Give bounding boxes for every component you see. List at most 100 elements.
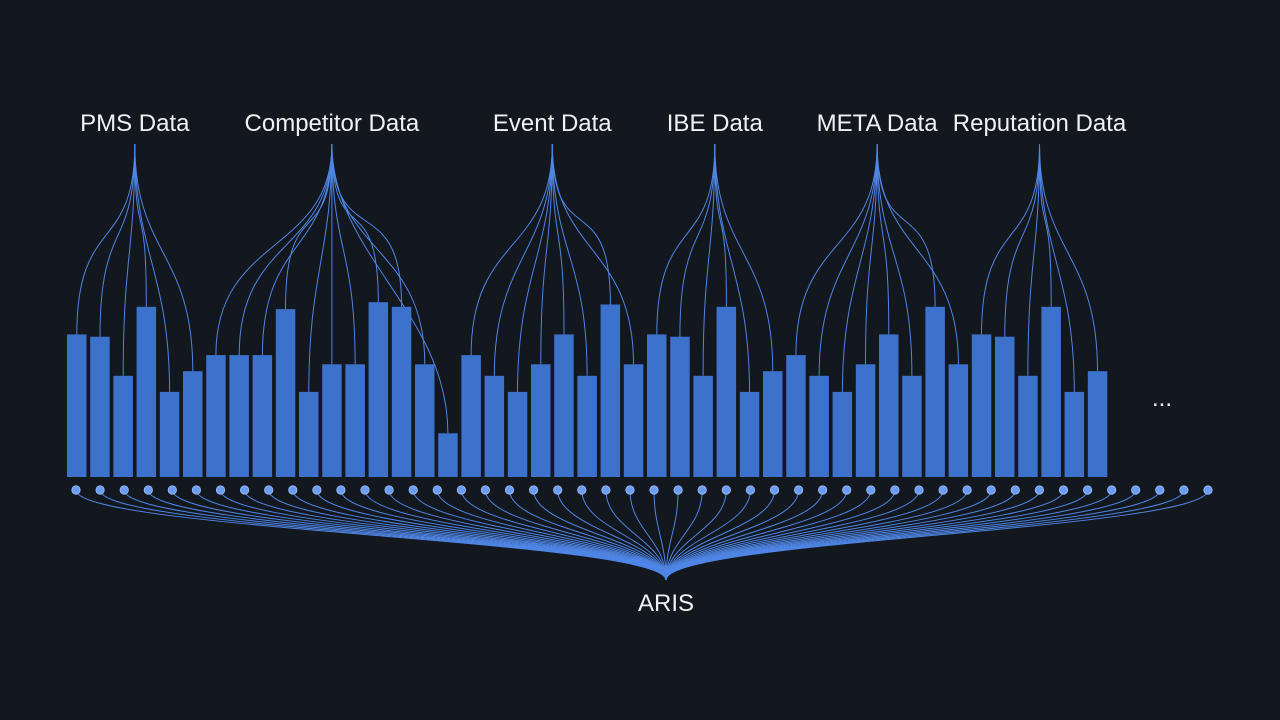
source-connector (134, 143, 194, 372)
source-label: IBE Data (667, 110, 764, 137)
source-label: META Data (817, 110, 939, 137)
bar (786, 355, 806, 477)
node-dot (745, 485, 756, 495)
bar (1087, 371, 1108, 477)
bar (461, 355, 481, 477)
source-connector (679, 143, 716, 337)
aris-connector (629, 489, 667, 581)
bar (623, 364, 644, 477)
bar (183, 371, 203, 477)
bar (716, 306, 737, 477)
source-connector (122, 143, 136, 376)
source-connector (714, 143, 774, 372)
node-dot (71, 485, 81, 495)
aris-connector (509, 489, 667, 581)
source-connector (517, 143, 553, 392)
bar (484, 375, 505, 477)
node-row (71, 485, 1213, 495)
bar (229, 355, 249, 477)
bar (368, 302, 389, 477)
aris-connector (665, 489, 679, 581)
bar (600, 304, 621, 477)
bar (855, 364, 876, 477)
bar (809, 375, 829, 477)
bar (1018, 375, 1038, 477)
bar (507, 391, 528, 477)
source-connector (818, 143, 878, 376)
bar (763, 371, 783, 477)
node-dot (1034, 485, 1045, 495)
node-dot (1107, 485, 1117, 495)
aris-connector (665, 489, 1064, 581)
bar (647, 334, 667, 477)
aris-connector (581, 489, 667, 581)
node-dot (336, 485, 346, 495)
bar (971, 334, 992, 477)
source-connector (76, 143, 136, 335)
node-dot (962, 485, 972, 495)
node-dot (1083, 485, 1093, 495)
aris-connector (665, 489, 1016, 581)
source-connector (331, 143, 403, 307)
node-dot (697, 485, 707, 495)
aris-connector (316, 489, 667, 581)
node-dot (866, 485, 876, 495)
more-ellipsis: ... (1152, 385, 1172, 412)
aris-connector (665, 489, 848, 581)
bar (670, 336, 690, 477)
aris-connector (665, 489, 1137, 581)
bar (1041, 306, 1061, 477)
aris-connector (665, 489, 824, 581)
bar (948, 364, 969, 477)
source-connector (99, 143, 136, 337)
bar (206, 355, 226, 477)
aris-connector (340, 489, 667, 581)
bar (902, 375, 922, 477)
source-connector (981, 143, 1040, 335)
node-dot (384, 485, 394, 495)
bar (299, 391, 319, 477)
node-dot (625, 485, 635, 495)
node-dot (721, 485, 731, 495)
node-dot (1010, 485, 1020, 495)
node-dot (769, 485, 780, 495)
bar (90, 336, 110, 477)
source-connector (714, 143, 727, 307)
source-connector (1039, 143, 1052, 307)
node-to-aris-connectors (75, 489, 1209, 581)
node-dot (215, 485, 226, 495)
source-connector (876, 143, 913, 376)
node-dot (95, 485, 105, 495)
aris-connector (665, 489, 1209, 581)
node-dot (264, 485, 274, 495)
bar (531, 364, 551, 477)
aris-connector (665, 489, 1161, 581)
node-dot (1131, 485, 1141, 495)
aris-connector (412, 489, 667, 581)
bar (832, 391, 853, 477)
aris-connector (171, 489, 667, 581)
source-connector (656, 143, 716, 335)
source-connector (134, 143, 147, 307)
source-connector (493, 143, 553, 376)
bar (925, 306, 945, 477)
source-connector (876, 143, 890, 335)
source-connector (714, 143, 750, 392)
source-connector (261, 143, 333, 356)
bar (879, 334, 899, 477)
aris-label: ARIS (638, 590, 694, 617)
bar-group (67, 302, 1108, 477)
bar (1064, 391, 1085, 477)
aris-connector (533, 489, 667, 581)
source-connector (551, 143, 634, 365)
aris-connector (665, 489, 800, 581)
source-connector (1004, 143, 1040, 337)
source-connector (215, 143, 333, 356)
source-connector (1027, 143, 1040, 376)
bar (554, 334, 574, 477)
aris-connector (665, 489, 751, 581)
node-dot (986, 485, 996, 495)
source-connector (1039, 143, 1075, 392)
bar (438, 433, 458, 477)
